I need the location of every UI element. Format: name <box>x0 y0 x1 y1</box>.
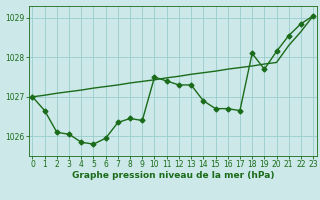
X-axis label: Graphe pression niveau de la mer (hPa): Graphe pression niveau de la mer (hPa) <box>72 171 274 180</box>
